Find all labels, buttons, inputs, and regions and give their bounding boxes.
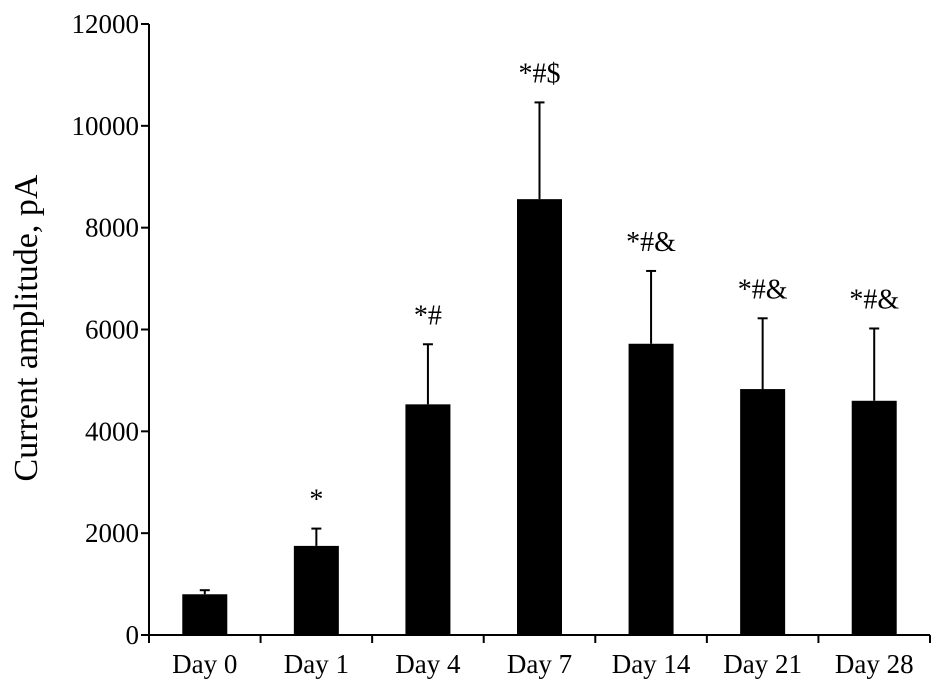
x-tick-label: Day 1: [284, 649, 349, 679]
x-tick-label: Day 4: [395, 649, 461, 679]
y-tick-label: 4000: [85, 416, 139, 446]
x-tick-label: Day 28: [835, 649, 914, 679]
y-tick-label: 6000: [85, 315, 139, 345]
bar: [851, 400, 897, 635]
significance-marker: *#&: [849, 284, 899, 315]
x-tick-label: Day 7: [507, 649, 572, 679]
significance-marker: *#&: [738, 274, 788, 305]
significance-marker: *#$: [519, 58, 561, 89]
y-tick-label: 0: [126, 620, 140, 650]
y-tick-label: 12000: [72, 9, 140, 39]
y-tick-label: 2000: [85, 518, 139, 548]
x-tick-label: Day 21: [723, 649, 802, 679]
x-tick-label: Day 0: [172, 649, 237, 679]
bar: [293, 545, 339, 635]
y-axis: 0 2000 4000 6000 8000 10000 12000: [72, 9, 150, 650]
significance-marker: *#: [414, 300, 442, 331]
y-tick-label: 8000: [85, 213, 139, 243]
bar: [740, 389, 786, 635]
significance-marker: *: [309, 485, 323, 516]
bar: [628, 343, 674, 635]
bar: [182, 594, 228, 635]
y-axis-label: Current amplitude, pA: [8, 174, 45, 481]
y-tick-label: 10000: [72, 111, 140, 141]
significance-marker: *#&: [626, 227, 676, 258]
x-tick-label: Day 14: [612, 649, 691, 679]
x-axis: Day 0 Day 1 Day 4 Day 7 Day 14 Day 21 Day 28: [148, 634, 931, 679]
bars: * *# *#$ *#& *#& *#&: [182, 58, 899, 636]
bar: [517, 199, 562, 636]
bar: [405, 404, 451, 635]
